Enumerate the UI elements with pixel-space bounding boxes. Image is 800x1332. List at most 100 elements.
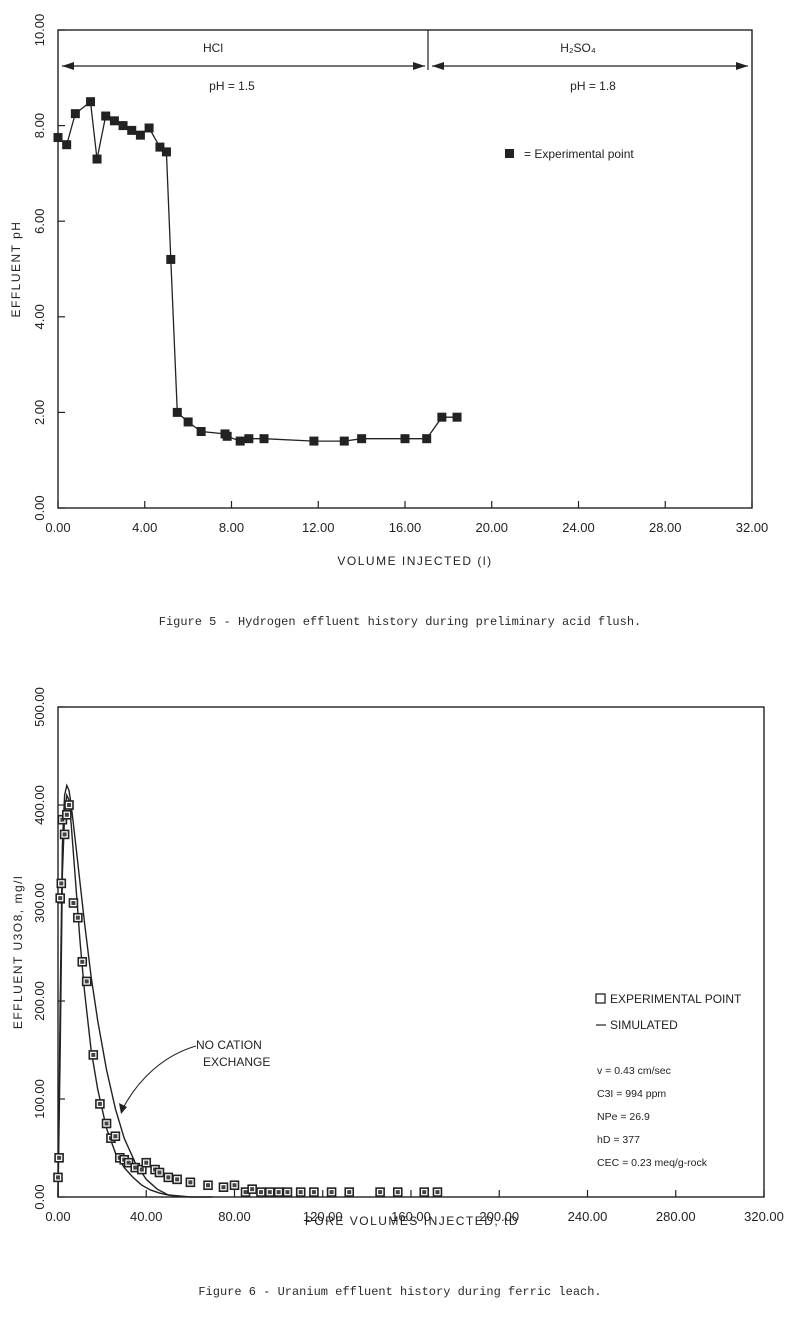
- experimental-point-core: [59, 881, 64, 886]
- experimental-point-core: [175, 1177, 180, 1182]
- legend-marker-ph: [505, 149, 514, 158]
- y-ticks-uranium: 0.00 100.00 200.00 300.00 400.00 500.00: [32, 687, 65, 1210]
- h2so4-label: H₂SO₄: [560, 41, 596, 55]
- ph-point: [127, 125, 137, 135]
- ph-point: [118, 121, 128, 131]
- x-tick-label: 120.00: [303, 1209, 343, 1224]
- ph-point: [437, 412, 447, 422]
- x-tick-label: 40.00: [130, 1209, 163, 1224]
- experimental-point-core: [329, 1190, 334, 1195]
- x-tick-label: 32.00: [736, 520, 769, 535]
- y-tick-label: 8.00: [32, 113, 47, 138]
- experimental-point-core: [250, 1187, 255, 1192]
- ph-point: [92, 154, 102, 164]
- experimental-point-core: [91, 1052, 96, 1057]
- ph-point: [235, 436, 245, 446]
- experimental-point-core: [126, 1160, 131, 1165]
- ph-point: [135, 130, 145, 140]
- experimental-point-core: [144, 1160, 149, 1165]
- legend-marker-exp: [595, 993, 606, 1004]
- y-tick-label: 300.00: [32, 883, 47, 923]
- x-tick-label: 28.00: [649, 520, 682, 535]
- experimental-point-core: [311, 1190, 316, 1195]
- no-cation-exchange-curve: [57, 783, 180, 1198]
- param-v: v = 0.43 cm/sec: [597, 1065, 671, 1077]
- experimental-point-core: [285, 1190, 290, 1195]
- ph-h2so4-label: pH = 1.8: [570, 79, 616, 93]
- experimental-point-core: [60, 817, 65, 822]
- x-tick-label: 20.00: [475, 520, 508, 535]
- ph-point: [400, 434, 410, 444]
- ph-point: [244, 434, 254, 444]
- experimental-point-core: [258, 1190, 263, 1195]
- param-npe: NPe = 26.9: [597, 1111, 650, 1123]
- ph-point: [452, 412, 462, 422]
- x-tick-label: 240.00: [568, 1209, 608, 1224]
- uranium-series: [53, 783, 443, 1198]
- param-cec: CEC = 0.23 meq/g-rock: [597, 1157, 708, 1169]
- ph-point: [166, 254, 176, 264]
- experimental-point-core: [166, 1175, 171, 1180]
- y-axis-label-ph: EFFLUENT pH: [9, 221, 23, 318]
- nce-label-2: EXCHANGE: [203, 1055, 270, 1069]
- ph-point: [62, 140, 72, 150]
- ph-point: [70, 109, 80, 119]
- experimental-point-core: [104, 1121, 109, 1126]
- experimental-point-core: [56, 1175, 60, 1180]
- chart-ph: 0.00 4.00 8.00 12.00 16.00 20.00 24.00 28.00 32.…: [9, 14, 768, 568]
- experimental-point-core: [133, 1165, 138, 1170]
- experimental-point-core: [298, 1190, 303, 1195]
- experimental-point-core: [243, 1190, 248, 1195]
- y-tick-label: 0.00: [32, 495, 47, 520]
- y-tick-label: 4.00: [32, 304, 47, 329]
- experimental-point-core: [206, 1183, 211, 1188]
- y-tick-label: 10.00: [32, 14, 47, 47]
- x-tick-label: 320.00: [744, 1209, 784, 1224]
- figure-6-caption: Figure 6 - Uranium effluent history duri…: [198, 1285, 602, 1299]
- x-tick-label: 0.00: [45, 1209, 70, 1224]
- ph-point: [357, 434, 367, 444]
- legend-text-sim: SIMULATED: [610, 1018, 678, 1032]
- ph-point: [86, 97, 96, 107]
- experimental-point-core: [84, 979, 89, 984]
- experimental-point-core: [267, 1190, 272, 1195]
- ph-point: [259, 434, 269, 444]
- experimental-point-core: [58, 896, 63, 901]
- region-arrows: [62, 30, 748, 70]
- ph-point: [101, 111, 111, 121]
- x-tick-label: 8.00: [219, 520, 244, 535]
- h2so4-arrow-left-head: [432, 62, 444, 70]
- experimental-point-core: [435, 1190, 440, 1195]
- experimental-point-core: [378, 1190, 383, 1195]
- hcl-label: HCl: [203, 41, 223, 55]
- ph-point: [309, 436, 319, 446]
- experimental-point-core: [71, 901, 76, 905]
- parameters-block: v = 0.43 cm/sec C3I = 994 ppm NPe = 26.9…: [597, 1065, 708, 1169]
- legend-uranium: EXPERIMENTAL POINT SIMULATED: [595, 992, 742, 1032]
- x-tick-label: 0.00: [45, 520, 70, 535]
- ph-point: [196, 427, 206, 437]
- experimental-point-core: [157, 1170, 162, 1175]
- experimental-point-core: [232, 1183, 237, 1188]
- x-tick-label: 12.00: [302, 520, 335, 535]
- experimental-point-core: [75, 915, 80, 920]
- experimental-point-core: [276, 1190, 281, 1195]
- plot-frame-uranium: [57, 706, 765, 1198]
- nce-pointer-arrow: [120, 1045, 197, 1113]
- y-axis-label-uranium: EFFLUENT U3O8, mg/l: [11, 875, 25, 1029]
- nce-pointer-head: [119, 1103, 127, 1114]
- param-hd: hD = 377: [597, 1134, 640, 1146]
- x-tick-label: 24.00: [562, 520, 595, 535]
- simulated-curve: [57, 792, 213, 1198]
- ph-point: [161, 147, 171, 157]
- hcl-arrow-left-head: [62, 62, 74, 70]
- legend-text-ph: = Experimental point: [524, 147, 634, 161]
- y-tick-label: 400.00: [32, 785, 47, 825]
- hcl-arrow-right-head: [413, 62, 425, 70]
- experimental-point-core: [57, 1155, 62, 1160]
- x-tick-label: 200.00: [479, 1209, 519, 1224]
- ph-line: [57, 100, 457, 442]
- ph-point: [183, 417, 193, 427]
- y-tick-label: 2.00: [32, 400, 47, 425]
